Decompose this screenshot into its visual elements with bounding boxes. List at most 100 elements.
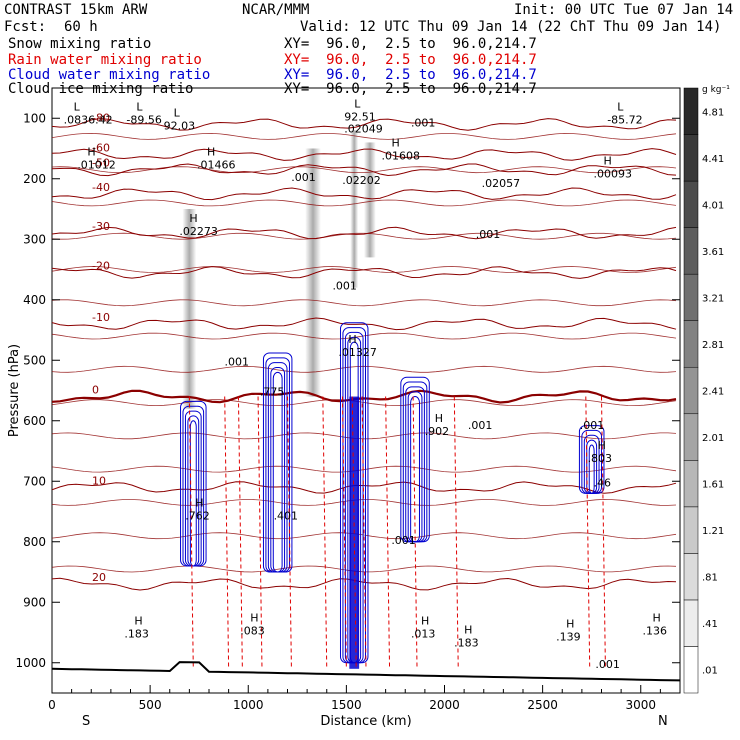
extremum-type-29: H [653,612,661,625]
rain-contour-1 [224,396,230,669]
colorbar-label-11: 4.41 [702,154,724,165]
field-rain-name: Rain water mixing ratio [8,52,202,68]
extremum-value-23: .803 [588,452,613,465]
extremum-value-4: .02049 [344,122,383,135]
extremum-type-23: H [598,439,606,452]
colorbar-label-10: 4.01 [702,200,724,211]
extremum-type-17: H [348,333,356,346]
isotherm--40 [52,187,677,201]
isotherm-minor-9 [52,432,677,440]
extremum-value-16: .001 [332,280,357,293]
isotherm-minor-0 [52,132,677,140]
isotherm-minor-11 [52,498,677,506]
x-tick-label-1000: 1000 [233,698,264,712]
extremum-type-28: H [566,618,574,631]
colorbar-swatch-2 [683,553,699,601]
isotherm-label--30: -30 [92,220,110,233]
isotherm-minor-12 [52,532,677,540]
rain-contour-12 [585,396,591,669]
extremum-type-13: H [603,155,611,168]
extremum-value-24: .46 [593,476,611,489]
isotherm-minor-7 [52,365,677,373]
isotherm-label-10: 10 [92,474,106,487]
x-tick-label-3000: 3000 [625,698,656,712]
y-tick-label-900: 900 [23,595,46,609]
rain-contour-9 [385,396,391,669]
colorbar-swatch-12 [683,87,699,135]
extremum-value-2: 92.03 [164,119,196,132]
rain-contour-13 [601,396,606,669]
cloud-water-contour-1-4 [180,400,207,567]
field-cloudwater-name: Cloud water mixing ratio [8,67,211,83]
model-center: NCAR/MMM [242,2,310,18]
extremum-value-12: .02057 [482,177,520,190]
extremum-value-8: .01466 [197,159,236,172]
extremum-value-33: .013 [411,628,436,641]
isotherm-10 [52,481,677,494]
y-tick-label-500: 500 [23,353,46,367]
cloud-water-contour-1-1 [187,415,200,567]
extremum-type-31: H [134,615,142,628]
colorbar-label-2: .81 [702,573,718,584]
colorbar-unit: g kg⁻¹ [702,85,730,95]
init-time: Init: 00 UTC Tue 07 Jan 14 [514,2,734,18]
isotherm-label--20: -20 [92,260,110,273]
extremum-value-9: .01608 [382,150,421,163]
rain-contour-11 [453,396,459,669]
y-axis-label: Pressure (hPa) [7,344,22,437]
rain-contour-0 [188,396,194,669]
extremum-value-22: .001 [580,419,605,432]
colorbar-label-0: .01 [702,666,718,677]
isotherm-minor-8 [52,399,677,407]
extremum-value-13: .00093 [593,168,632,181]
extremum-type-20: H [435,412,443,425]
field-cloudwater-xy: XY= 96.0, 2.5 to 96.0,214.7 [284,67,537,83]
isotherm-label--60: -60 [92,142,110,155]
field-snow-name: Snow mixing ratio [8,36,152,52]
extremum-type-30: H [464,624,472,637]
extremum-value-30: .183 [454,637,479,650]
cloud-water-contour-3-0 [410,396,420,543]
extremum-value-21: .001 [468,419,493,432]
chart-title: CONTRAST 15km ARW [4,2,148,18]
colorbar-swatch-7 [683,320,699,368]
extremum-value-3: 92.51 [344,110,376,123]
y-tick-label-100: 100 [23,111,46,125]
rain-contour-2 [237,396,243,669]
extremum-value-10: .001 [291,171,316,184]
extremum-type-14: H [189,212,197,225]
rain-contour-6 [341,396,347,669]
extremum-value-1: -89.56 [126,113,161,126]
extremum-value-14: .02273 [179,225,218,238]
colorbar-swatch-0 [683,646,699,694]
y-tick-label-600: 600 [23,414,46,428]
field-snow-xy: XY= 96.0, 2.5 to 96.0,214.7 [284,36,537,52]
rain-contour-8 [361,396,367,669]
y-tick-label-1000: 1000 [15,656,46,670]
colorbar-swatch-5 [683,413,699,461]
field-cloudice-xy: XY= 96.0, 2.5 to 96.0,214.7 [284,81,537,97]
extremum-value-25: .762 [185,510,210,523]
colorbar-swatch-10 [683,180,699,228]
extremum-value-28: .139 [556,631,581,644]
extremum-value-0: .0836.42 [64,113,113,126]
colorbar-label-1: .41 [702,619,718,630]
isotherm-minor-13 [52,565,677,573]
y-tick-label-800: 800 [23,535,46,549]
rain-contour-10 [412,396,418,669]
isotherm--60 [52,148,677,161]
colorbar-label-6: 2.41 [702,387,724,398]
isotherm-label--40: -40 [92,181,110,194]
isotherm-minor-3 [52,232,677,240]
field-rain-xy: XY= 96.0, 2.5 to 96.0,214.7 [284,52,537,68]
isotherm-label--10: -10 [92,311,110,324]
extremum-value-7: .01012 [77,159,116,172]
cloud-water-contour-4-4 [578,425,605,494]
colorbar-swatch-11 [683,134,699,182]
cloud-water-contour-3-4 [400,376,430,543]
colorbar-label-5: 2.01 [702,433,724,444]
isotherm-minor-1 [52,166,677,174]
extremum-type-3: L [354,97,361,110]
snow-band-2 [350,130,359,288]
isotherm-0 [52,389,677,404]
